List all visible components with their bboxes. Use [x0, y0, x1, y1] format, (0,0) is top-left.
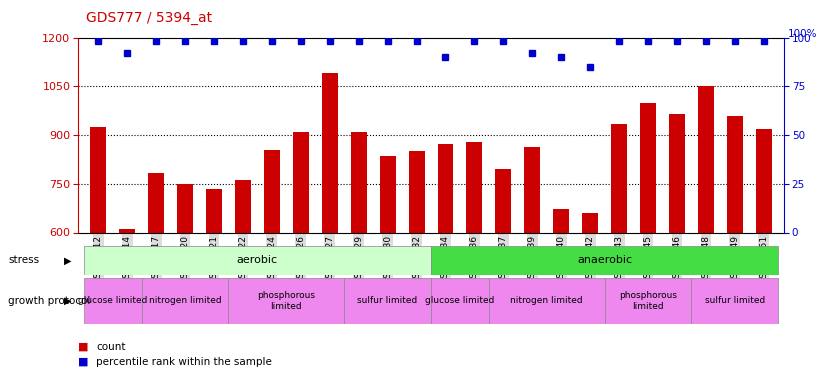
- Bar: [322, 73, 337, 232]
- Bar: [582, 213, 599, 232]
- Bar: [691, 278, 778, 324]
- Bar: [756, 129, 772, 232]
- Bar: [488, 278, 604, 324]
- Text: ▶: ▶: [64, 255, 71, 266]
- Bar: [264, 150, 280, 232]
- Text: percentile rank within the sample: percentile rank within the sample: [96, 357, 272, 367]
- Bar: [84, 278, 142, 324]
- Bar: [228, 278, 344, 324]
- Text: count: count: [96, 342, 126, 352]
- Text: aerobic: aerobic: [236, 255, 278, 266]
- Text: sulfur limited: sulfur limited: [704, 296, 765, 305]
- Text: ■: ■: [78, 342, 89, 352]
- Text: GDS777 / 5394_at: GDS777 / 5394_at: [86, 11, 213, 25]
- Bar: [177, 184, 193, 232]
- Bar: [698, 86, 714, 232]
- Text: stress: stress: [8, 255, 39, 266]
- Text: ▶: ▶: [64, 296, 71, 306]
- Text: phosphorous
limited: phosphorous limited: [257, 291, 315, 310]
- Bar: [351, 132, 367, 232]
- Bar: [553, 209, 569, 232]
- Text: nitrogen limited: nitrogen limited: [149, 296, 222, 305]
- Text: ■: ■: [78, 357, 89, 367]
- Bar: [409, 151, 424, 232]
- Bar: [438, 144, 453, 232]
- Bar: [431, 278, 488, 324]
- Bar: [525, 147, 540, 232]
- Bar: [495, 169, 511, 232]
- Text: phosphorous
limited: phosphorous limited: [619, 291, 677, 310]
- Text: glucose limited: glucose limited: [78, 296, 148, 305]
- Bar: [344, 278, 431, 324]
- Bar: [727, 116, 743, 232]
- Text: nitrogen limited: nitrogen limited: [511, 296, 583, 305]
- Text: growth protocol: growth protocol: [8, 296, 90, 306]
- Bar: [142, 278, 228, 324]
- Bar: [235, 180, 251, 232]
- Text: glucose limited: glucose limited: [425, 296, 494, 305]
- Bar: [293, 132, 309, 232]
- Bar: [466, 141, 483, 232]
- Bar: [604, 278, 691, 324]
- Bar: [148, 173, 164, 232]
- Text: 100%: 100%: [788, 29, 818, 39]
- Text: sulfur limited: sulfur limited: [357, 296, 418, 305]
- Bar: [431, 246, 778, 274]
- Bar: [379, 156, 396, 232]
- Bar: [611, 124, 627, 232]
- Bar: [84, 246, 431, 274]
- Bar: [206, 189, 222, 232]
- Bar: [90, 127, 106, 232]
- Bar: [669, 114, 685, 232]
- Bar: [640, 102, 656, 232]
- Bar: [119, 229, 135, 232]
- Text: anaerobic: anaerobic: [577, 255, 632, 266]
